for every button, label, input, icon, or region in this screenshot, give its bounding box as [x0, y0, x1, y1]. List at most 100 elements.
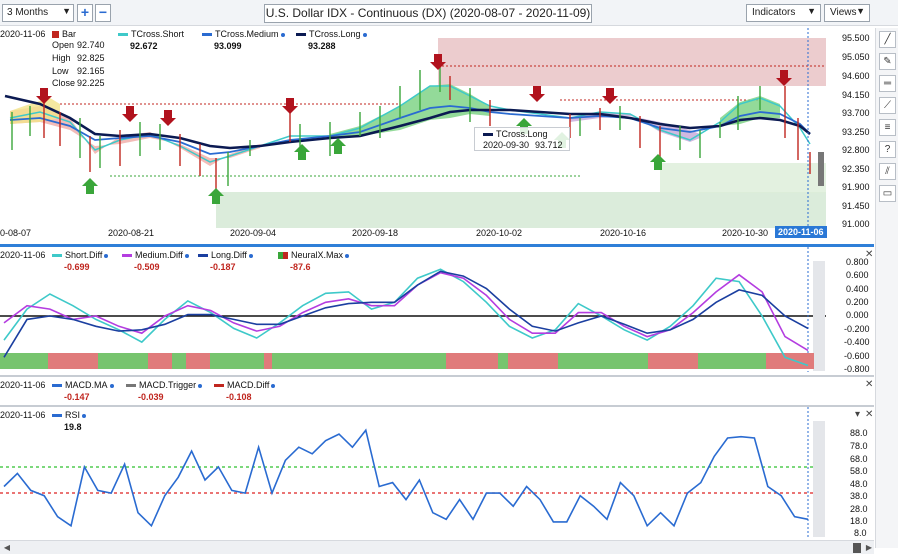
- measure-tool-icon[interactable]: ?: [879, 141, 896, 158]
- add-button[interactable]: +: [77, 4, 93, 22]
- settings-dot-icon[interactable]: [104, 253, 109, 258]
- y-tick: 0.000: [846, 310, 869, 320]
- y-tick: 68.0: [850, 454, 868, 464]
- medium-diff-swatch: [122, 254, 132, 258]
- note-tool-icon[interactable]: ▭: [879, 185, 896, 202]
- rsi-name: RSI: [65, 410, 81, 420]
- settings-dot-icon[interactable]: [109, 383, 114, 388]
- legend-date: 2020-11-06: [0, 410, 46, 420]
- settings-dot-icon[interactable]: [82, 413, 87, 418]
- ray-tool-icon[interactable]: ⟋: [879, 97, 896, 114]
- pane-separator[interactable]: [0, 244, 874, 247]
- indicators-dropdown[interactable]: Indicators ▼: [746, 4, 821, 22]
- sell-signal-arrows: [36, 54, 792, 126]
- neuralx-legend: NeuralX.Max: [278, 250, 350, 260]
- scroll-right-icon[interactable]: ▶: [865, 543, 873, 552]
- ohlc-low-value: 92.165: [77, 66, 105, 76]
- legend-date: 2020-11-06: [0, 29, 46, 39]
- macd-diff-swatch: [214, 384, 224, 388]
- views-dropdown[interactable]: Views ▼: [824, 4, 870, 22]
- scroll-thumb[interactable]: [853, 543, 861, 553]
- y-tick: 95.050: [842, 52, 870, 62]
- tcross-medium-legend: TCross.Medium: [202, 29, 285, 39]
- settings-dot-icon[interactable]: [280, 32, 285, 37]
- scroll-left-icon[interactable]: ◀: [3, 543, 11, 552]
- settings-dot-icon[interactable]: [198, 383, 203, 388]
- chart-title[interactable]: U.S. Dollar IDX - Continuous (DX) (2020-…: [264, 4, 592, 23]
- y-tick: 94.600: [842, 71, 870, 81]
- y-tick: -0.400: [844, 337, 870, 347]
- drawing-tools: ╱ ✎ ═ ⟋ ≡ ? ⫽ ▭: [875, 28, 898, 548]
- medium-diff-legend: Medium.Diff: [122, 250, 189, 260]
- settings-dot-icon[interactable]: [248, 253, 253, 258]
- diff-pane[interactable]: 2020-11-06 Short.Diff -0.699 Medium.Diff…: [0, 247, 874, 375]
- tcross-short-swatch: [118, 33, 128, 37]
- fibonacci-tool-icon[interactable]: ≡: [879, 119, 896, 136]
- medium-diff-line: [3, 271, 809, 352]
- macd-ma-value: -0.147: [64, 392, 90, 402]
- pane-separator[interactable]: [0, 375, 874, 377]
- price-chart[interactable]: [0, 26, 874, 244]
- ohlc-open-value: 92.740: [77, 40, 105, 50]
- settings-dot-icon[interactable]: [345, 253, 350, 258]
- y-tick: 0.200: [846, 297, 869, 307]
- tooltip-value: 93.712: [535, 140, 563, 150]
- macd-ma-name: MACD.MA: [65, 380, 108, 390]
- macd-trigger-value: -0.039: [138, 392, 164, 402]
- macd-trigger-name: MACD.Trigger: [139, 380, 197, 390]
- y-tick: 38.0: [850, 491, 868, 501]
- long-diff-value: -0.187: [210, 262, 236, 272]
- long-diff-line: [3, 270, 809, 358]
- bar-swatch: [52, 31, 59, 39]
- rsi-line: [3, 428, 809, 528]
- settings-dot-icon[interactable]: [362, 32, 367, 37]
- short-diff-value: -0.699: [64, 262, 90, 272]
- medium-diff-value: -0.509: [134, 262, 160, 272]
- ohlc-close-label: Close: [52, 78, 76, 88]
- y-tick: 8.0: [854, 528, 867, 538]
- macd-pane[interactable]: 2020-11-06 MACD.MA -0.147 MACD.Trigger -…: [0, 377, 874, 405]
- ohlc-high-label: High: [52, 53, 71, 63]
- period-select[interactable]: 3 Months ▼: [2, 4, 74, 22]
- close-pane-icon[interactable]: ✕: [865, 249, 874, 260]
- close-pane-icon[interactable]: ✕: [865, 409, 874, 420]
- tcross-long-legend: TCross.Long: [296, 29, 367, 39]
- tooltip-title: TCross.Long: [496, 129, 548, 139]
- horizontal-line-tool-icon[interactable]: ═: [879, 75, 896, 92]
- neuralx-swatch-green: [278, 252, 283, 260]
- pane-scroll-track: [813, 421, 825, 537]
- pencil-tool-icon[interactable]: ✎: [879, 53, 896, 70]
- price-pane[interactable]: 2020-11-06 Bar Open 92.740 High 92.825 L…: [0, 26, 874, 244]
- period-select-label: 3 Months: [7, 7, 49, 18]
- tooltip-swatch: [483, 133, 493, 137]
- remove-button[interactable]: −: [95, 4, 111, 22]
- y-tick: 93.250: [842, 127, 870, 137]
- horizontal-scrollbar[interactable]: ◀ ▶: [0, 540, 874, 554]
- line-tool-icon[interactable]: ╱: [879, 31, 896, 48]
- tcross-long-value: 93.288: [308, 41, 336, 51]
- pane-separator[interactable]: [0, 405, 874, 407]
- ohlc-low-label: Low: [52, 66, 69, 76]
- settings-dot-icon[interactable]: [271, 383, 276, 388]
- long-diff-legend: Long.Diff: [198, 250, 253, 260]
- neuralx-swatch-red: [283, 252, 288, 260]
- short-diff-name: Short.Diff: [65, 250, 103, 260]
- close-pane-icon[interactable]: ✕: [865, 379, 874, 390]
- y-tick: 0.400: [846, 284, 869, 294]
- y-tick: 91.000: [842, 219, 870, 229]
- long-diff-swatch: [198, 254, 208, 258]
- tcross-medium-value: 93.099: [214, 41, 242, 51]
- y-tick: 93.700: [842, 108, 870, 118]
- y-tick: 94.150: [842, 90, 870, 100]
- chevron-down-icon: ▼: [807, 6, 816, 16]
- settings-dot-icon[interactable]: [184, 253, 189, 258]
- y-tick: 91.900: [842, 182, 870, 192]
- rsi-chart[interactable]: [0, 407, 874, 540]
- channel-tool-icon[interactable]: ⫽: [879, 163, 896, 180]
- collapse-pane-icon[interactable]: ▾: [855, 409, 861, 420]
- y-tick: 88.0: [850, 428, 868, 438]
- rsi-pane[interactable]: 2020-11-06 RSI 19.8 ▾ ✕ 88.0 78.0 68.0 5…: [0, 407, 874, 540]
- macd-diff-value: -0.108: [226, 392, 252, 402]
- diff-chart[interactable]: [0, 247, 874, 375]
